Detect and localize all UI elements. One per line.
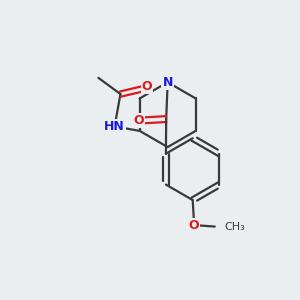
Text: O: O bbox=[189, 219, 200, 232]
Text: O: O bbox=[133, 114, 143, 127]
Text: HN: HN bbox=[104, 120, 125, 133]
Text: CH₃: CH₃ bbox=[224, 222, 245, 232]
Text: O: O bbox=[142, 80, 152, 93]
Text: N: N bbox=[163, 76, 173, 89]
